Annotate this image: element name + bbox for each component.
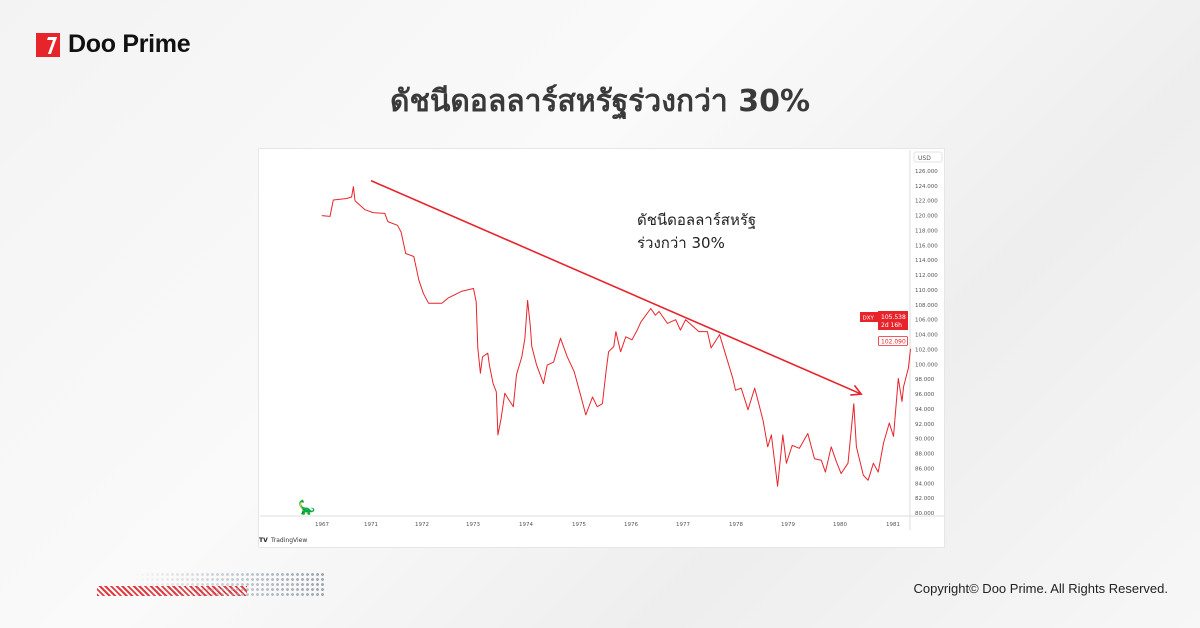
y-tick-label: 84.000 (915, 481, 935, 487)
x-tick-label: 1973 (466, 522, 480, 528)
y-tick-label: 96.000 (915, 392, 935, 398)
dino-icon: 🦕 (298, 499, 315, 516)
annotation-line-2: ร่วงกว่า 30% (637, 234, 725, 252)
symbol-badge (860, 312, 878, 322)
currency-box (913, 151, 943, 163)
marked-price-badge (878, 336, 908, 346)
chart-frame (258, 148, 945, 548)
x-tick-label: 1976 (624, 522, 638, 528)
last-price-badge (878, 311, 908, 330)
last-price: 105.538 (881, 314, 906, 321)
dxy-series-line (321, 186, 911, 487)
watermark: TradingView (270, 537, 307, 544)
y-tick-label: 100.000 (915, 362, 938, 368)
symbol-label: DXY (863, 316, 875, 322)
y-tick-label: 88.000 (915, 452, 935, 458)
x-tick-label: 1975 (572, 522, 586, 528)
y-tick-label: 118.000 (915, 228, 938, 234)
y-tick-label: 108.000 (915, 303, 938, 309)
y-tick-label: 80.000 (915, 511, 935, 517)
decorative-dots (130, 572, 325, 598)
tradingview-logo-icon: TV (259, 537, 268, 544)
marked-price: 102.090 (881, 339, 906, 346)
copyright: Copyright© Doo Prime. All Rights Reserve… (913, 581, 1168, 596)
y-tick-label: 114.000 (915, 258, 938, 264)
y-tick-label: 92.000 (915, 422, 935, 428)
y-tick-label: 126.000 (915, 169, 938, 175)
y-tick-label: 110.000 (915, 288, 938, 294)
x-tick-label: 1971 (364, 522, 378, 528)
y-tick-label: 106.000 (915, 318, 938, 324)
y-tick-label: 90.000 (915, 437, 935, 443)
y-tick-label: 98.000 (915, 377, 935, 383)
y-tick-label: 116.000 (915, 243, 938, 249)
annotation-line-1: ดัชนีดอลลาร์สหรัฐ (637, 211, 756, 229)
y-tick-label: 86.000 (915, 466, 935, 472)
y-tick-label: 104.000 (915, 333, 938, 339)
y-tick-label: 94.000 (915, 407, 935, 413)
y-tick-label: 82.000 (915, 496, 935, 502)
x-tick-label: 1967 (315, 522, 329, 528)
y-tick-label: 122.000 (915, 199, 938, 205)
trend-arrow (370, 179, 863, 396)
x-axis: 1967 1971 1972 1973 1974 1975 1976 1977 1978 1979… (315, 522, 900, 528)
brand-name: Doo Prime (68, 30, 191, 58)
y-axis: 126.000 124.000 122.000 120.000 118.000 116.0… (915, 169, 938, 517)
y-tick-label: 102.000 (915, 347, 938, 353)
x-tick-label: 1979 (781, 522, 795, 528)
y-tick-label: 120.000 (915, 214, 938, 220)
x-tick-label: 1977 (676, 522, 690, 528)
x-tick-label: 1981 (886, 522, 900, 528)
x-tick-label: 1978 (729, 522, 743, 528)
y-tick-label: 112.000 (915, 273, 938, 279)
x-tick-label: 1980 (833, 522, 847, 528)
doo-prime-logo-icon (36, 32, 60, 57)
x-tick-label: 1974 (519, 522, 533, 528)
brand-logo: Doo Prime (36, 30, 191, 59)
page-title: ดัชนีดอลลาร์สหรัฐร่วงกว่า 30% (389, 84, 811, 119)
currency-label: USD (918, 155, 931, 162)
countdown: 2d 16h (881, 322, 902, 329)
arrow-shaft (370, 179, 862, 395)
x-tick-label: 1972 (415, 522, 429, 528)
y-tick-label: 124.000 (915, 184, 938, 190)
arrow-head (850, 384, 863, 396)
